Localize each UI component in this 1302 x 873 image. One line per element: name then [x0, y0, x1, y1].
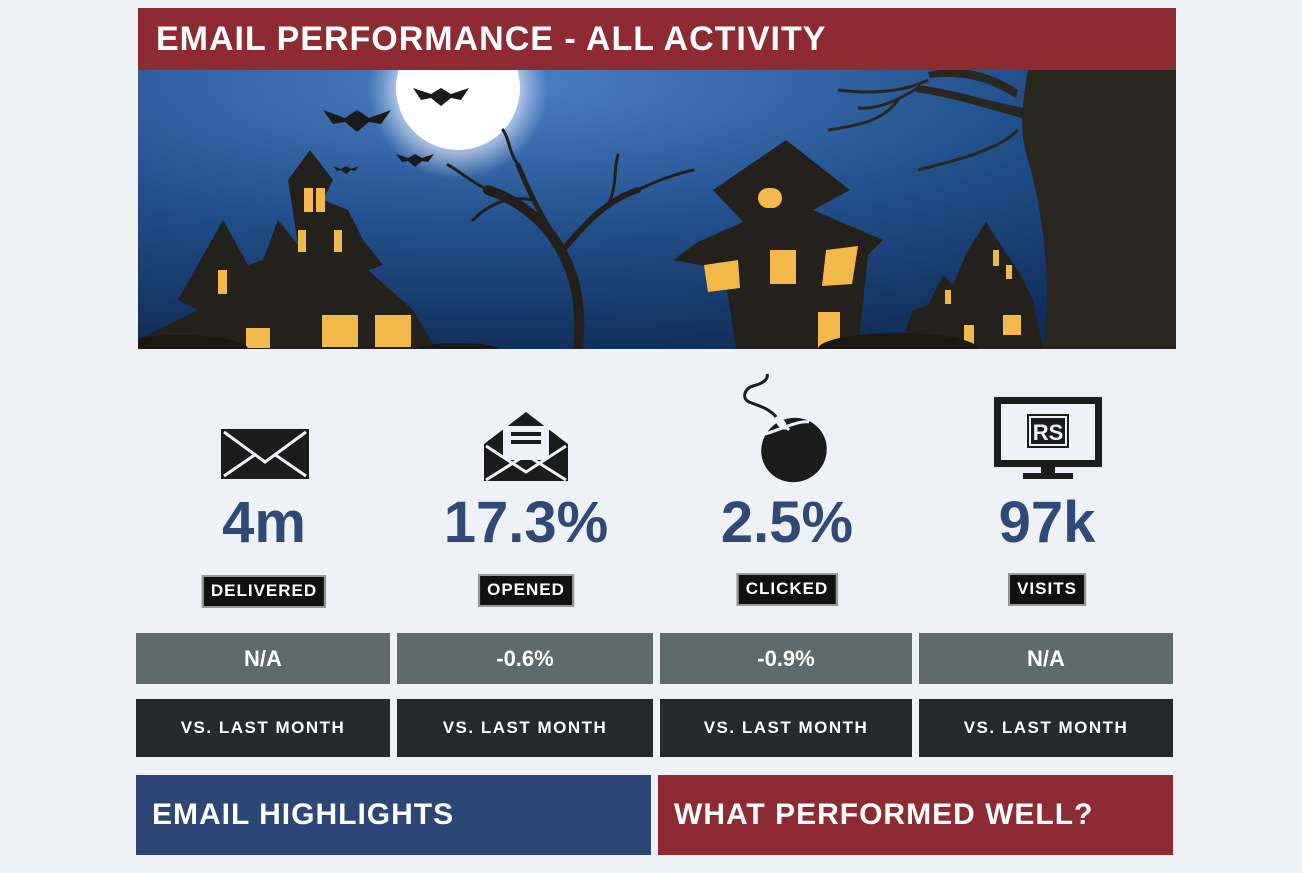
clicked-change: -0.9% — [660, 633, 912, 684]
visits-value: 97k — [998, 490, 1096, 555]
visits-label: VISITS — [1008, 573, 1086, 606]
page-title: EMAIL PERFORMANCE - ALL ACTIVITY — [138, 8, 1176, 70]
opened-value: 17.3% — [443, 490, 609, 555]
what-performed-well-heading: WHAT PERFORMED WELL? — [658, 775, 1173, 855]
visits-change: N/A — [919, 633, 1173, 684]
monitor-rs-text: RS — [1033, 420, 1064, 445]
delivered-value: 4m — [222, 490, 306, 555]
visits-comparison: VS. LAST MONTH — [919, 699, 1173, 757]
stat-visits: RS 97k VISITS — [927, 397, 1167, 610]
delivered-comparison: VS. LAST MONTH — [136, 699, 390, 757]
mouse-icon — [739, 372, 835, 489]
email-highlights-heading: EMAIL HIGHLIGHTS — [136, 775, 651, 855]
opened-change: -0.6% — [397, 633, 653, 684]
monitor-rs-icon: RS — [993, 396, 1103, 485]
stat-opened: 17.3% OPENED — [406, 412, 646, 610]
envelope-icon — [220, 428, 310, 485]
stat-clicked: 2.5% CLICKED — [667, 373, 907, 610]
stat-delivered: 4m DELIVERED — [144, 420, 384, 610]
clicked-label: CLICKED — [736, 573, 838, 606]
delivered-change: N/A — [136, 633, 390, 684]
opened-label: OPENED — [478, 574, 574, 607]
clicked-value: 2.5% — [720, 490, 854, 555]
clicked-comparison: VS. LAST MONTH — [660, 699, 912, 757]
delivered-label: DELIVERED — [201, 575, 327, 608]
halloween-banner-image — [138, 70, 1176, 349]
opened-comparison: VS. LAST MONTH — [397, 699, 653, 757]
open-envelope-icon — [483, 410, 569, 487]
